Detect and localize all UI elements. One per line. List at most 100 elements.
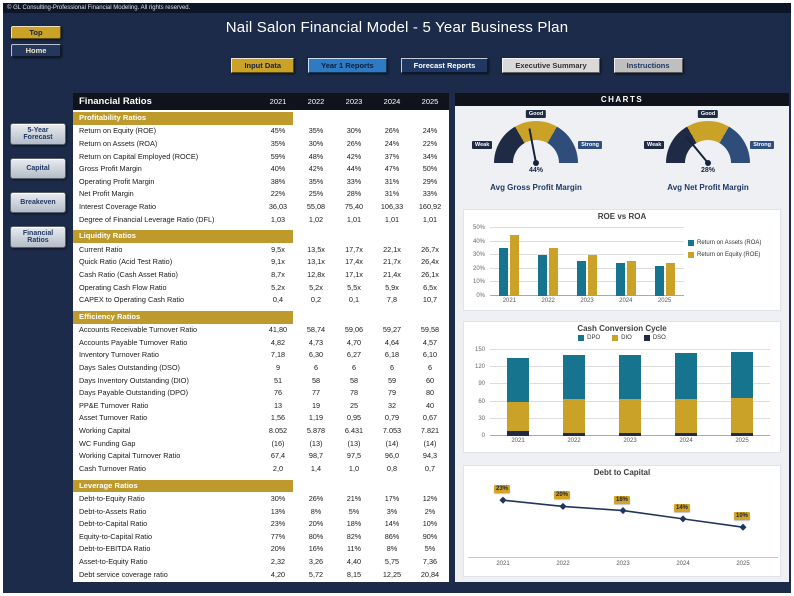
- data-label: 23%: [494, 485, 511, 494]
- row-value: 0,95: [346, 413, 362, 423]
- gauge-title: Avg Gross Profit Margin: [490, 183, 582, 192]
- row-value: 9: [275, 363, 281, 373]
- row-value: 45%: [270, 126, 286, 136]
- row-label: Accounts Payable Turnover Ratio: [79, 337, 188, 347]
- table-row: Equity-to-Capital Ratio 77% 80% 82% 86% 90%: [73, 530, 449, 543]
- row-value: 12%: [422, 494, 438, 504]
- bar-segment-dpo: [619, 354, 641, 400]
- table-row: Accounts Payable Turnover Ratio 4,82 4,73 4…: [73, 336, 449, 349]
- sidebar-button-financial-ratios[interactable]: Financial Ratios: [10, 226, 66, 248]
- table-row: Days Inventory Outstanding (DIO) 51 58 58 59…: [73, 374, 449, 387]
- row-value: 106,33: [380, 201, 404, 211]
- row-value: 5,2x: [309, 282, 323, 292]
- gauge-needle: [684, 135, 709, 164]
- row-label: Debt-to-EBITDA Ratio: [79, 544, 151, 554]
- row-value: 0,79: [384, 413, 400, 423]
- row-label: Return on Assets (ROA): [79, 138, 158, 148]
- row-label: Debt service coverage ratio: [79, 569, 168, 579]
- row-value: 32: [387, 400, 397, 410]
- row-label: Return on Capital Employed (ROCE): [79, 151, 199, 161]
- row-value: 37%: [384, 151, 400, 161]
- table-row: Operating Profit Margin 38% 35% 33% 31% 29%: [73, 175, 449, 188]
- year-header: 2025: [421, 97, 439, 106]
- section-header-row: Profitability Ratios: [73, 112, 449, 125]
- row-label: Cash Ratio (Cash Asset Ratio): [79, 269, 178, 279]
- row-value: 13: [273, 400, 283, 410]
- y-tick-label: 30: [478, 415, 485, 422]
- table-row: Days Payable Outstanding (DPO) 76 77 78 79 80: [73, 386, 449, 399]
- gauge-widget: Good Weak Strong 44% Avg Gross Profit Ma…: [462, 109, 610, 205]
- row-value: 35%: [270, 138, 286, 148]
- debt-line-svg: [499, 496, 747, 531]
- row-value: (13): [347, 438, 361, 448]
- legend-swatch-icon: [688, 252, 694, 258]
- row-value: 26,1x: [421, 269, 439, 279]
- bar-segment-dpo: [563, 355, 585, 400]
- row-label: Accounts Receivable Turnover Ratio: [79, 325, 198, 335]
- section-header-row: Leverage Ratios: [73, 479, 449, 493]
- legend-swatch-icon: [688, 240, 694, 246]
- row-value: 29%: [422, 176, 438, 186]
- row-label: Return on Equity (ROE): [79, 126, 157, 136]
- row-value: 26,7x: [421, 244, 439, 254]
- row-value: (16): [271, 438, 285, 448]
- row-value: 8%: [386, 544, 398, 554]
- row-value: 1,01: [422, 214, 438, 224]
- bar-group: [499, 228, 520, 296]
- tab-input-data[interactable]: Input Data: [231, 58, 295, 73]
- row-value: 30%: [308, 138, 324, 148]
- sidebar-button-capital[interactable]: Capital: [10, 158, 66, 179]
- table-row: Gross Profit Margin 40% 42% 44% 47% 50%: [73, 162, 449, 175]
- charts-panel: CHARTS Good Weak Strong 44% Avg Gross Pr…: [455, 93, 789, 582]
- row-value: 6,10: [422, 350, 438, 360]
- row-value: 26%: [308, 494, 324, 504]
- row-value: 3,26: [308, 556, 324, 566]
- ratio-table-body: Profitability Ratios Return on Equity (RO…: [73, 110, 449, 585]
- financial-ratios-table: Financial Ratios 2021 2022 2023 2024 2025 Pr…: [73, 93, 449, 582]
- bar-segment-dso: [731, 432, 753, 436]
- row-value: 58,74: [306, 325, 326, 335]
- sidebar-button-5-year-forecast[interactable]: 5-Year Forecast: [10, 123, 66, 145]
- x-tick-label: 2024: [619, 298, 633, 304]
- section-title: Efficiency Ratios: [73, 310, 293, 324]
- x-tick-label: 2022: [541, 298, 555, 304]
- tab-executive-summary[interactable]: Executive Summary: [502, 58, 600, 73]
- sidebar-button-breakeven[interactable]: Breakeven: [10, 192, 66, 213]
- tab-year-1-reports[interactable]: Year 1 Reports: [308, 58, 387, 73]
- x-tick-label: 2025: [736, 561, 750, 567]
- tab-instructions[interactable]: Instructions: [613, 58, 683, 73]
- gauge-title: Avg Net Profit Margin: [667, 183, 749, 192]
- row-value: 18%: [346, 519, 362, 529]
- row-value: 58: [349, 375, 359, 385]
- row-value: 0,67: [422, 413, 438, 423]
- table-row: Operating Cash Flow Ratio 5,2x 5,2x 5,5x 5,9…: [73, 281, 449, 294]
- table-header: Financial Ratios 2021 2022 2023 2024 2025: [73, 93, 449, 110]
- row-value: 35%: [308, 126, 324, 136]
- bar-return-on-equity-roe: [665, 263, 675, 296]
- row-value: 14%: [384, 519, 400, 529]
- bar-segment-dso: [675, 432, 697, 436]
- table-row: Quick Ratio (Acid Test Ratio) 9,1x 13,1x 17…: [73, 256, 449, 269]
- x-tick-label: 2022: [567, 438, 581, 444]
- top-button[interactable]: Top: [11, 26, 61, 39]
- data-label: 10%: [734, 512, 751, 521]
- row-label: Interest Coverage Ratio: [79, 201, 157, 211]
- y-tick-label: 0: [481, 433, 485, 439]
- x-tick-label: 2024: [676, 561, 690, 567]
- row-label: Debt-to-Equity Ratio: [79, 494, 145, 504]
- row-value: 0,1: [348, 295, 360, 305]
- row-value: (13): [309, 438, 323, 448]
- home-button[interactable]: Home: [11, 44, 61, 57]
- row-value: 7,8: [386, 295, 398, 305]
- ccc-xaxis: 2021 2022 2023 2024 2025: [490, 438, 770, 450]
- row-value: 40%: [270, 164, 286, 174]
- row-value: 59,06: [344, 325, 364, 335]
- row-value: (14): [423, 438, 437, 448]
- y-tick-label: 60: [478, 398, 485, 405]
- debt-to-capital-chart: Debt to Capital 23% 20% 18% 14% 10% 2021 2022…: [463, 465, 781, 577]
- row-value: 44%: [346, 164, 362, 174]
- row-value: 40: [425, 400, 435, 410]
- bar-return-on-assets-roa: [654, 266, 664, 296]
- bar-return-on-assets-roa: [615, 263, 625, 296]
- tab-forecast-reports[interactable]: Forecast Reports: [400, 58, 489, 73]
